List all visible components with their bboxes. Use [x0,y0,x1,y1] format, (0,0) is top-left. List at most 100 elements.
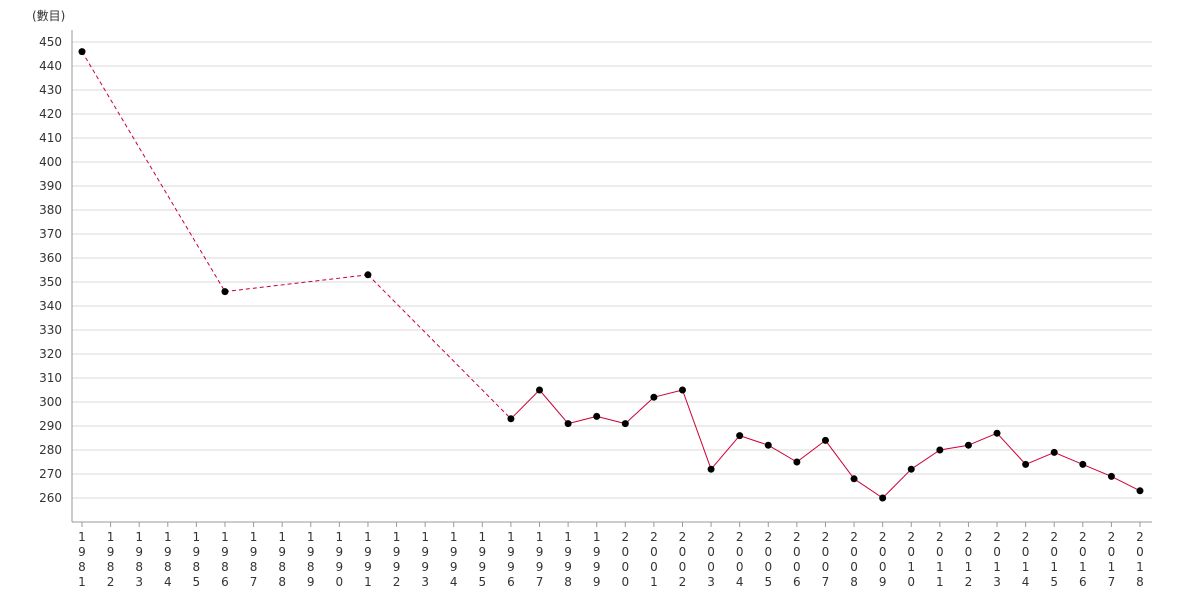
series-segment [710,435,741,470]
data-point [1136,487,1144,495]
series-segment [1082,463,1112,477]
series-segment [539,389,569,424]
data-point [907,465,915,473]
data-point [221,288,229,296]
series-segment [653,389,683,398]
y-tick-label: 430 [39,83,62,97]
y-tick-label: 310 [39,371,62,385]
y-tick-labels: 260 270 280 290 300 310 320 330 340 350 360 370 380 3… [39,35,62,505]
series-markers [78,48,1144,502]
y-axis-label: (數目) [32,9,65,23]
data-point [850,475,858,483]
data-point [936,446,944,454]
series-gap-segment [81,51,226,292]
data-point [764,441,772,449]
series-segment [996,432,1026,465]
data-point [678,386,686,394]
series-segment [768,444,798,463]
series-lines [81,51,1141,499]
y-tick-label: 290 [39,419,62,433]
data-point [1107,472,1115,480]
y-tick-label: 360 [39,251,62,265]
y-tick-label: 390 [39,179,62,193]
series-segment [796,440,826,463]
y-tick-label: 400 [39,155,62,169]
y-tick-label: 440 [39,59,62,73]
data-point [1050,448,1058,456]
series-segment [1025,451,1055,465]
y-tick-label: 300 [39,395,62,409]
series-segment [624,396,655,424]
data-point [536,386,544,394]
data-point [564,420,572,428]
y-tick-label: 340 [39,299,62,313]
data-point [507,415,515,423]
axes [71,30,1152,523]
series-segment [1111,475,1141,492]
y-tick-label: 380 [39,203,62,217]
data-point [593,412,601,420]
data-point [621,420,629,428]
data-point [993,429,1001,437]
y-tick-label: 450 [39,35,62,49]
series-segment [596,415,626,425]
series-segment [567,415,597,425]
series-segment [939,444,969,451]
y-tick-label: 410 [39,131,62,145]
series-segment [739,435,769,446]
data-point [821,436,829,444]
grid-lines [72,41,1152,499]
series-gap-segment [224,274,369,293]
y-tick-label: 420 [39,107,62,121]
y-tick-label: 280 [39,443,62,457]
y-tick-label: 270 [39,467,62,481]
data-point [1022,460,1030,468]
data-point [78,48,86,56]
y-tick-label: 330 [39,323,62,337]
data-point [736,432,744,440]
data-point [793,458,801,466]
data-point [879,494,887,502]
series-segment [510,389,540,420]
series-segment [853,478,883,499]
data-point [707,465,715,473]
series-segment [1054,451,1084,465]
data-point [650,393,658,401]
data-point [364,271,372,279]
series-segment [825,440,855,480]
y-tick-label: 320 [39,347,62,361]
